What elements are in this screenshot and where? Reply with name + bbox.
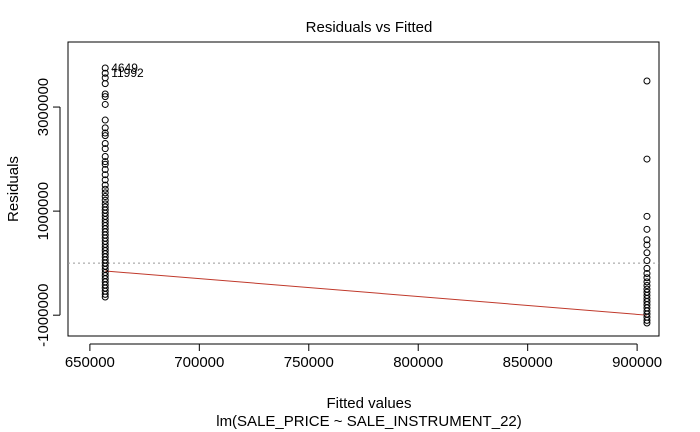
y-axis: -1000000 1000000 3000000 [35,78,61,347]
residual-point [643,225,651,233]
x-tick-label: 650000 [65,354,115,371]
residual-point [643,212,651,220]
residual-point [101,93,109,101]
residual-point [101,290,109,298]
residual-point [101,129,109,137]
point-label: 11992 [111,66,144,80]
x-axis-label: Fitted values [326,395,411,412]
residual-point [101,181,109,189]
reference-lines [68,262,659,316]
residual-point [643,274,651,282]
plot-frame [67,41,660,337]
residual-point [101,145,109,153]
residual-point [101,139,109,147]
smooth-line [105,270,648,316]
residual-point [643,319,651,327]
residual-point [101,116,109,124]
y-tick-label: 1000000 [35,182,52,240]
residual-point [643,241,651,249]
residual-point [101,90,109,98]
residual-point [101,158,109,166]
residual-point [101,293,109,301]
residual-point [101,100,109,108]
y-tick-label: 3000000 [35,78,52,136]
residual-point [101,176,109,184]
residual-point [643,236,651,244]
residual-point [643,77,651,85]
point-label: 4649 [111,61,138,75]
residual-point [643,249,651,257]
x-tick-label: 900000 [612,354,662,371]
x-tick-label: 750000 [284,354,334,371]
residual-point [101,185,109,193]
residual-point [643,316,651,324]
x-axis-subtitle: lm(SALE_PRICE ~ SALE_INSTRUMENT_22) [216,413,522,430]
residual-point [101,124,109,132]
residual-point [101,165,109,173]
data-points [101,64,651,327]
residual-point [101,196,109,204]
residual-point [101,193,109,201]
y-tick-label: -1000000 [35,283,52,346]
residual-point [101,189,109,197]
residual-point [101,80,109,88]
residual-point [101,64,109,72]
chart-title: Residuals vs Fitted [306,19,433,36]
residual-point [101,132,109,140]
residual-point [643,278,651,286]
residual-point [101,171,109,179]
x-tick-label: 800000 [393,354,443,371]
residual-point [643,282,651,290]
residual-point [101,152,109,160]
residual-point [643,257,651,265]
residual-point [643,270,651,278]
x-tick-label: 700000 [174,354,224,371]
y-axis-label: Residuals [5,156,22,222]
residual-point [101,160,109,168]
x-tick-label: 850000 [503,354,553,371]
residual-point [643,264,651,272]
residual-point [101,69,109,77]
x-axis: 650000 700000 750000 800000 850000 900000 [65,343,662,371]
residual-point [643,155,651,163]
